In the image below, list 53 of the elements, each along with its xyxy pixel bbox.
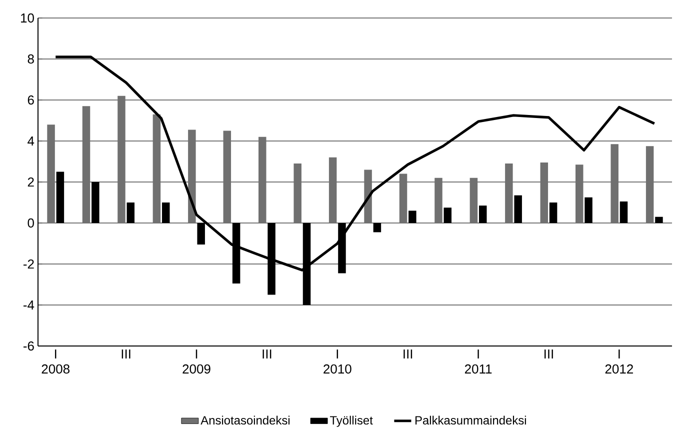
bar	[549, 202, 558, 223]
legend-label: Työlliset	[330, 416, 373, 427]
bar	[47, 124, 55, 223]
y-tick-label: 2	[28, 177, 34, 187]
y-tick-label: -4	[24, 300, 34, 310]
bar	[92, 182, 100, 223]
bar	[584, 197, 592, 223]
y-tick-label: -2	[24, 259, 34, 269]
bar	[162, 202, 170, 223]
legend-label: Ansiotasoindeksi	[200, 416, 290, 425]
bar	[197, 223, 205, 245]
bar	[470, 178, 478, 223]
bar	[126, 202, 135, 223]
bar	[118, 96, 126, 223]
y-tick-label: 10	[21, 13, 34, 23]
legend-label: Palkkasummaindeksi	[415, 416, 526, 425]
bar	[364, 170, 372, 223]
bar	[646, 146, 654, 223]
bar	[258, 136, 266, 223]
y-tick-label: 6	[28, 95, 34, 105]
bar	[444, 208, 452, 223]
bar	[610, 144, 618, 223]
bar	[328, 157, 337, 223]
bar	[82, 106, 90, 223]
x-tick-label: I 2008	[42, 350, 70, 374]
x-tick-label: III	[122, 350, 130, 358]
x-tick-label: I 2011	[464, 350, 492, 374]
bar	[223, 130, 232, 223]
bar	[540, 162, 548, 223]
x-tick-label: I 2012	[605, 350, 633, 374]
bar	[478, 206, 487, 223]
bar	[373, 223, 382, 232]
bar	[655, 216, 663, 223]
bar	[434, 178, 442, 223]
bar	[399, 174, 408, 223]
bar	[56, 172, 64, 223]
bar	[408, 210, 416, 223]
x-tick-label: I 2009	[182, 350, 210, 374]
y-tick-label: -6	[24, 341, 34, 351]
x-tick-label: III	[262, 350, 272, 358]
bar	[505, 164, 513, 223]
x-tick-label: III	[404, 350, 412, 358]
bar	[188, 130, 196, 223]
bar	[294, 164, 302, 223]
bar	[514, 195, 522, 223]
y-tick-label: 4	[28, 136, 34, 146]
x-tick-label: I 2010	[324, 350, 352, 374]
bar	[620, 201, 628, 223]
bar	[152, 114, 161, 223]
bar	[576, 164, 584, 223]
x-tick-label: III	[544, 350, 553, 358]
y-tick-label: 8	[28, 54, 34, 64]
y-tick-label: 0	[28, 218, 34, 228]
